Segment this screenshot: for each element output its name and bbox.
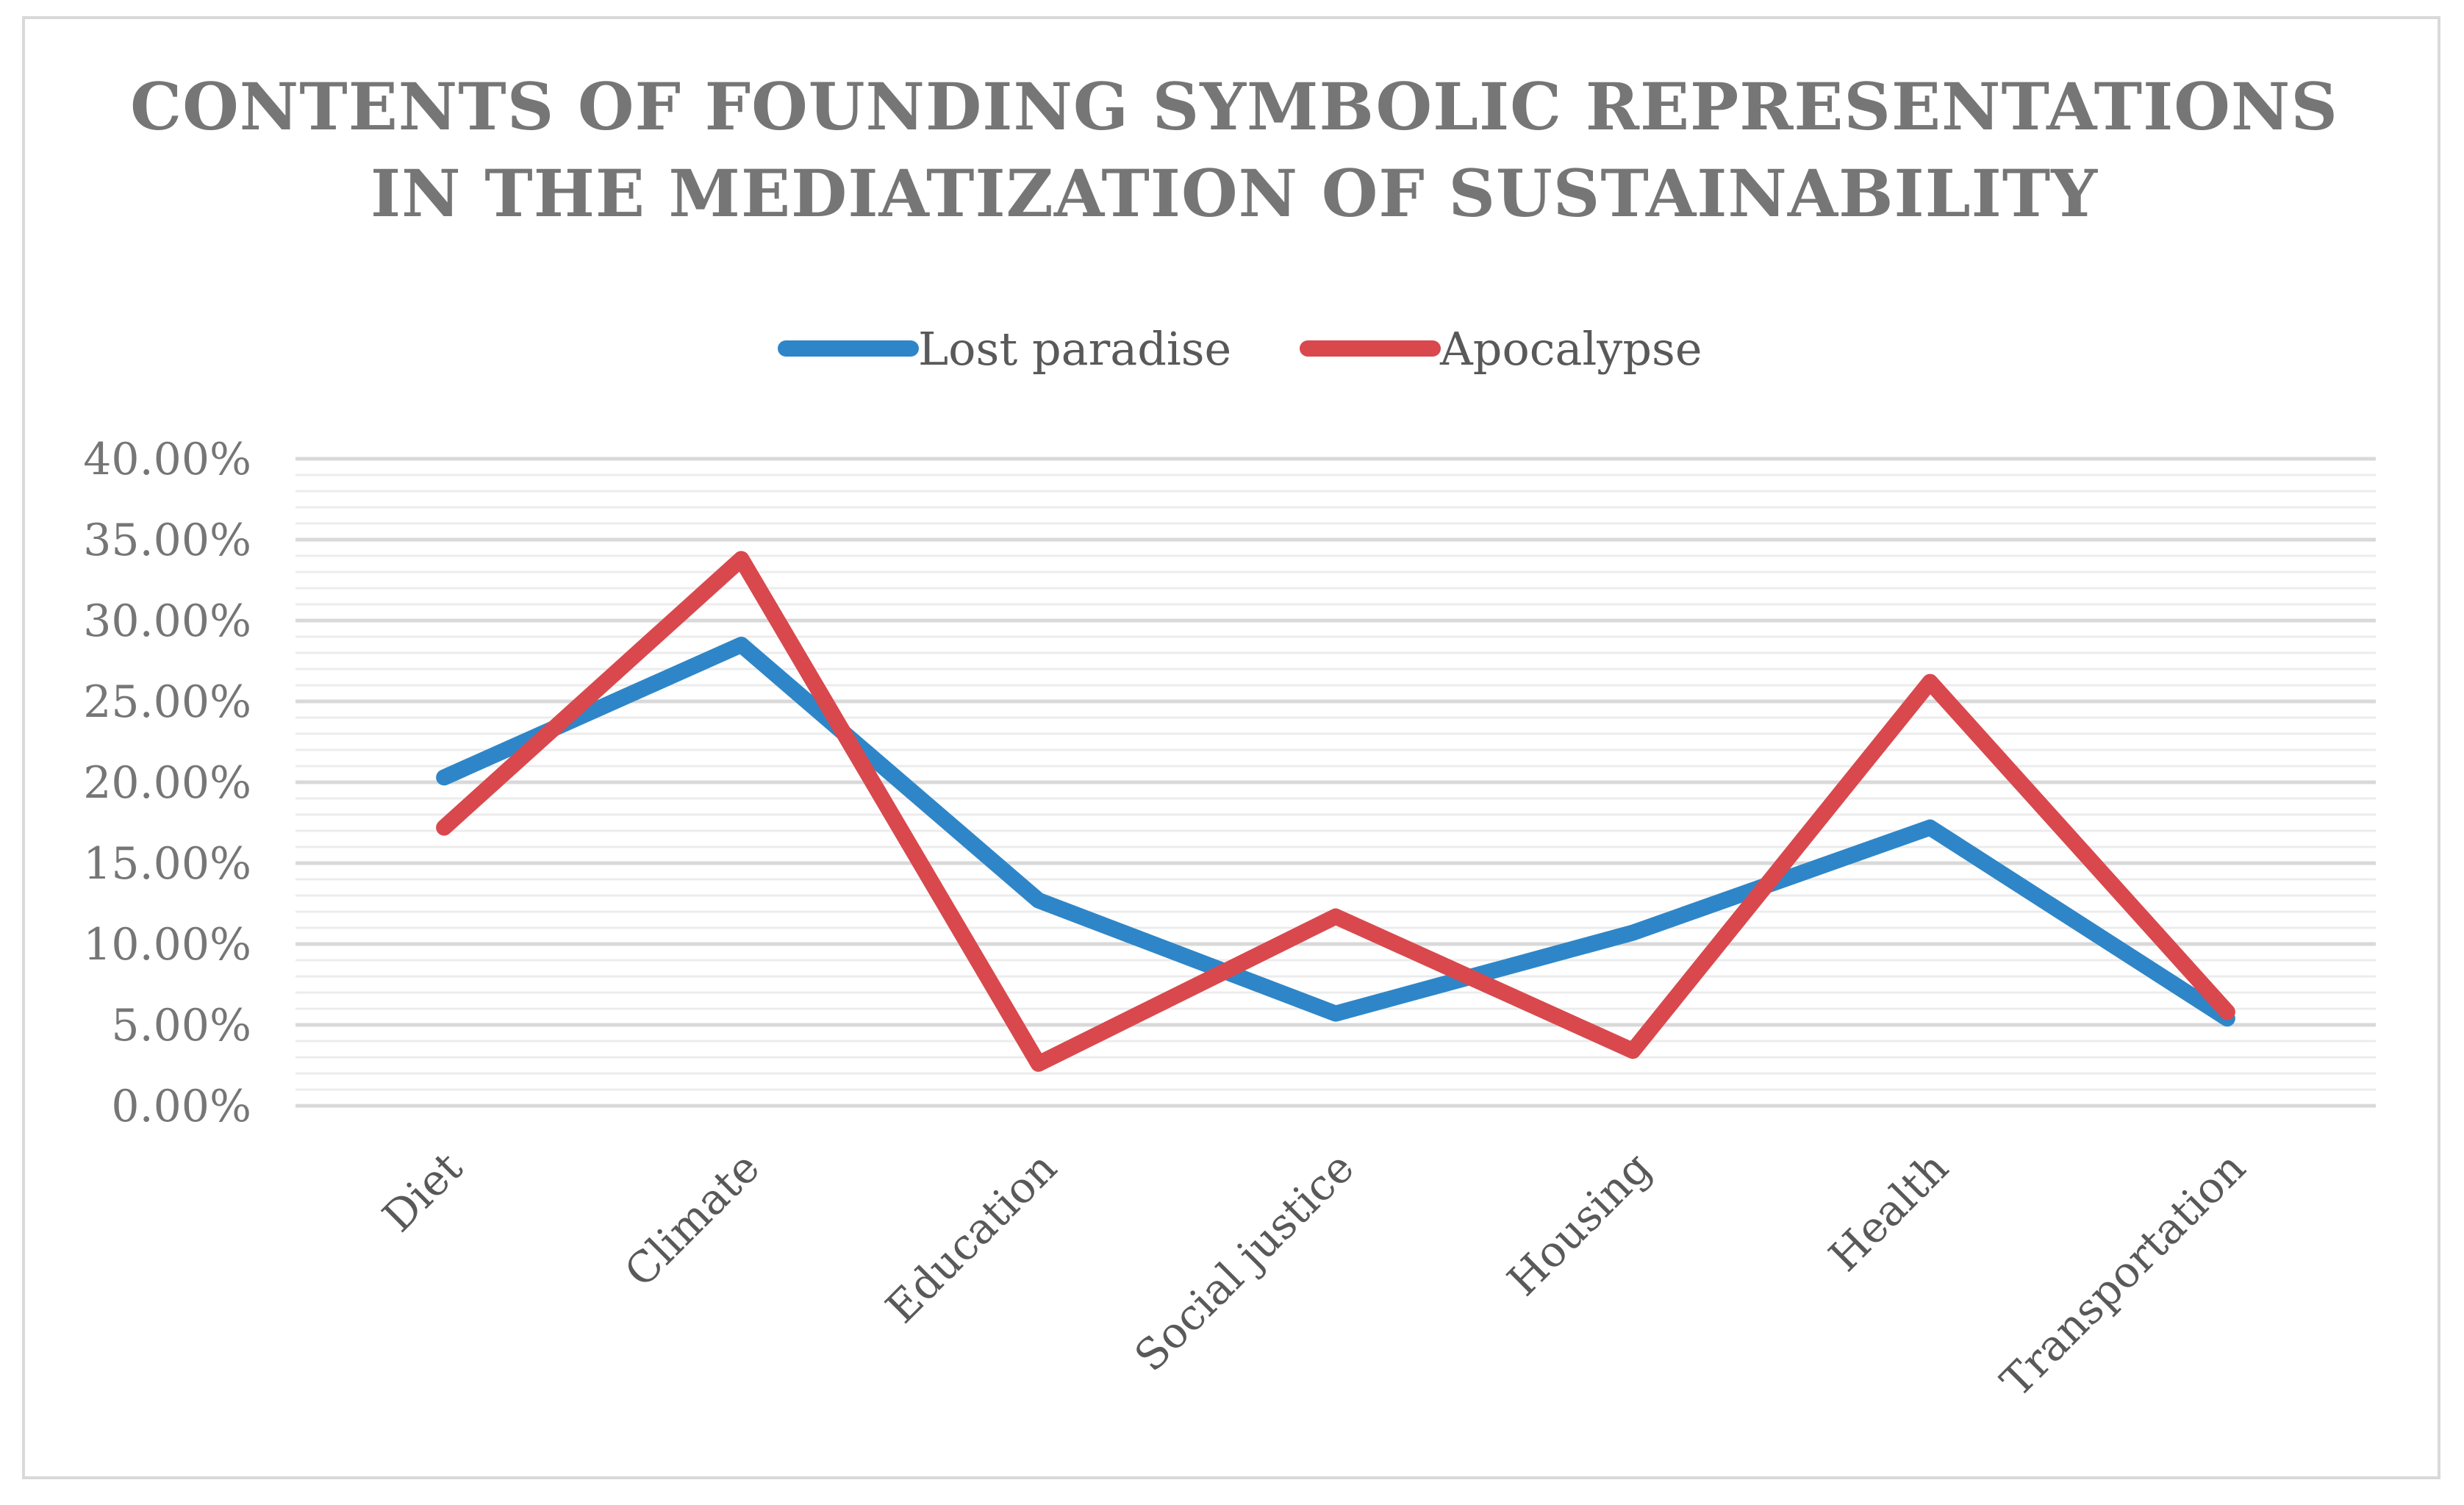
- chart-title: CONTENTS OF FOUNDING SYMBOLIC REPRESENTA…: [130, 68, 2338, 232]
- data-series: [436, 551, 2235, 1072]
- legend-label: Apocalypse: [1439, 322, 1702, 376]
- chart-legend: Lost paradise Apocalypse: [778, 322, 1702, 376]
- y-tick-label: 5.00%: [111, 1000, 251, 1051]
- chart-title-line-1: CONTENTS OF FOUNDING SYMBOLIC REPRESENTA…: [130, 68, 2338, 145]
- y-tick-label: 35.00%: [83, 515, 251, 566]
- x-category-label: Diet: [373, 1143, 472, 1242]
- y-tick-label: 30.00%: [83, 596, 251, 647]
- line-chart: CONTENTS OF FOUNDING SYMBOLIC REPRESENTA…: [83, 68, 2376, 1406]
- y-tick-label: 10.00%: [83, 919, 251, 970]
- y-tick-label: 40.00%: [83, 434, 251, 485]
- y-tick-label: 15.00%: [83, 838, 251, 890]
- legend-label: Lost paradise: [918, 322, 1231, 376]
- y-tick-label: 25.00%: [83, 676, 251, 728]
- x-category-label: Health: [1819, 1143, 1958, 1281]
- y-axis-ticks: 0.00% 5.00% 10.00% 15.00% 20.00% 25.00% 30.00%…: [83, 434, 251, 1132]
- series-line-apocalypse: [436, 551, 2235, 1072]
- chart-frame: CONTENTS OF FOUNDING SYMBOLIC REPRESENTA…: [22, 16, 2440, 1479]
- chart-title-line-2: IN THE MEDIATIZATION OF SUSTAINABILITY: [370, 155, 2098, 232]
- x-category-label: Social justice: [1125, 1143, 1364, 1381]
- x-category-label: Housing: [1497, 1143, 1661, 1306]
- x-category-label: Education: [876, 1143, 1067, 1333]
- x-axis-categories: Diet Climate Education Social justice Housin…: [373, 1143, 2255, 1406]
- x-category-label: Transportation: [1991, 1143, 2255, 1406]
- y-tick-label: 0.00%: [111, 1081, 251, 1132]
- x-category-label: Climate: [615, 1143, 770, 1297]
- y-tick-label: 20.00%: [83, 757, 251, 809]
